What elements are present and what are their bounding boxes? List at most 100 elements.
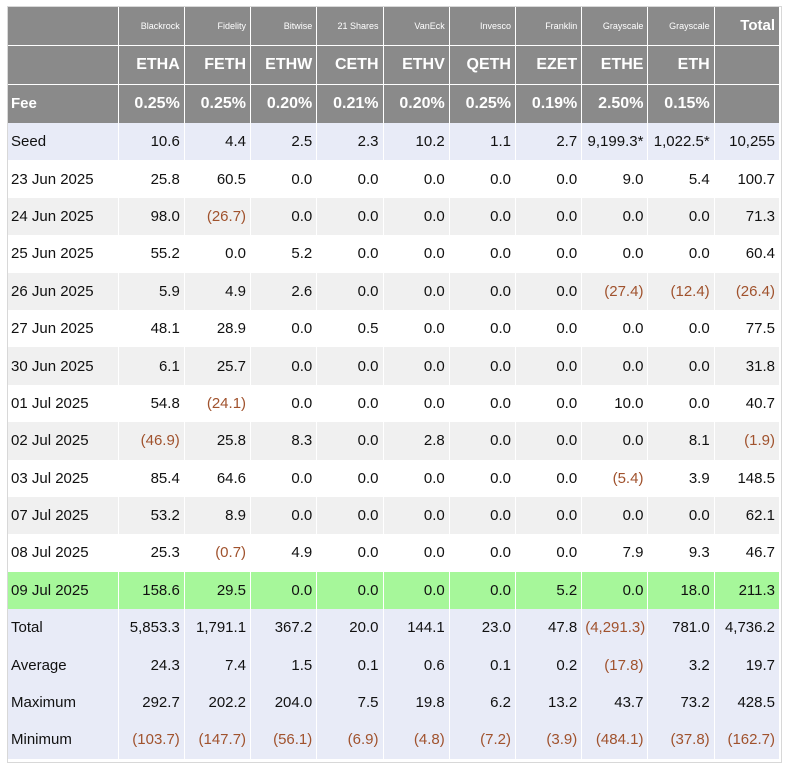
ticker-cell-ethe: ETHE	[581, 44, 649, 84]
summary-cell-ethv: (4.8)	[383, 721, 450, 759]
issuer-cell-ezet: Franklin	[515, 7, 583, 45]
flow-cell-qeth: 0.0	[449, 347, 516, 385]
ticker-cell-total	[714, 44, 781, 84]
summary-cell-total: (162.7)	[714, 721, 781, 759]
summary-cell-total: 4,736.2	[714, 609, 781, 647]
flow-cell-ceth: 0.0	[316, 459, 384, 497]
summary-cell-ethw: 204.0	[250, 683, 318, 722]
summary-cell-eth: 73.2	[647, 683, 715, 722]
flow-cell-eth: 3.9	[647, 459, 715, 497]
flow-cell-qeth: 0.0	[449, 496, 516, 535]
flow-cell-eth: 9.3	[647, 534, 715, 572]
flow-cell-ezet: 0.0	[515, 384, 583, 423]
flow-cell-total: 31.8	[714, 347, 781, 385]
issuer-cell-ethv: VanEck	[383, 7, 450, 45]
summary-cell-ethv: 144.1	[383, 609, 450, 647]
summary-cell-feth: 1,791.1	[184, 609, 252, 647]
fee-cell-eth: 0.15%	[647, 83, 715, 123]
ticker-cell-ezet: EZET	[515, 44, 583, 84]
daily-flow-rows: Seed 10.6 4.4 2.5 2.3 10.2 1.1 2.7 9,199.3* 1,022…	[8, 123, 781, 610]
flow-cell-ezet: 0.0	[515, 160, 583, 198]
table-row: 24 Jun 2025 98.0 (26.7) 0.0 0.0 0.0 0.0 0.0 0.0 0…	[8, 197, 781, 236]
eth-etf-flows-table-container: Blackrock Fidelity Bitwise 21 Shares VanEck I…	[8, 7, 781, 759]
flow-cell-eth: 8.1	[647, 422, 715, 460]
flow-cell-ezet: 5.2	[515, 571, 583, 610]
fee-cell-ezet: 0.19%	[515, 83, 583, 123]
flow-cell-total: 46.7	[714, 534, 781, 572]
fee-cell-qeth: 0.25%	[449, 83, 516, 123]
issuer-cell-ethw: Bitwise	[250, 7, 318, 45]
row-label: 26 Jun 2025	[8, 272, 119, 310]
flow-cell-eth: 1,022.5*	[647, 123, 715, 161]
flow-cell-ethv: 2.8	[383, 422, 450, 460]
flow-cell-ethv: 0.0	[383, 235, 450, 273]
flow-cell-ethw: 0.0	[250, 160, 318, 198]
ticker-cell-ethv: ETHV	[383, 44, 450, 84]
flow-cell-etha: 25.8	[118, 160, 185, 198]
flow-cell-ezet: 0.0	[515, 347, 583, 385]
summary-label: Average	[8, 646, 119, 684]
flow-cell-ceth: 0.0	[316, 571, 384, 610]
flow-cell-eth: 0.0	[647, 197, 715, 236]
flow-cell-eth: 0.0	[647, 384, 715, 423]
summary-cell-eth: (37.8)	[647, 721, 715, 759]
flow-cell-feth: (24.1)	[184, 384, 252, 423]
flow-cell-ceth: 0.0	[316, 347, 384, 385]
flow-cell-ceth: 0.0	[316, 496, 384, 535]
summary-cell-qeth: 23.0	[449, 609, 516, 647]
flow-cell-ethv: 0.0	[383, 384, 450, 423]
flow-cell-ezet: 0.0	[515, 534, 583, 572]
flow-cell-ethw: 0.0	[250, 197, 318, 236]
row-label: 07 Jul 2025	[8, 496, 119, 535]
summary-cell-etha: 292.7	[118, 683, 185, 722]
issuer-cell-ceth: 21 Shares	[316, 7, 384, 45]
header-fee-row: Fee 0.25% 0.25% 0.20% 0.21% 0.20% 0.25% 0.19% 2.…	[8, 83, 781, 123]
flow-cell-feth: 4.4	[184, 123, 252, 161]
summary-label: Maximum	[8, 683, 119, 722]
summary-cell-ethv: 19.8	[383, 683, 450, 722]
flow-cell-ceth: 0.0	[316, 534, 384, 572]
flow-cell-qeth: 0.0	[449, 534, 516, 572]
flow-cell-qeth: 0.0	[449, 160, 516, 198]
flow-cell-ceth: 0.0	[316, 384, 384, 423]
flow-cell-ethe: (5.4)	[581, 459, 649, 497]
flow-cell-total: (1.9)	[714, 422, 781, 460]
summary-cell-ethw: (56.1)	[250, 721, 318, 759]
summary-cell-etha: 5,853.3	[118, 609, 185, 647]
fee-cell-ethw: 0.20%	[250, 83, 318, 123]
flow-cell-ethe: 0.0	[581, 571, 649, 610]
flow-cell-etha: 54.8	[118, 384, 185, 423]
issuer-cell-qeth: Invesco	[449, 7, 516, 45]
summary-cell-ezet: (3.9)	[515, 721, 583, 759]
summary-cell-eth: 3.2	[647, 646, 715, 684]
row-label: 27 Jun 2025	[8, 309, 119, 348]
table-row: 02 Jul 2025 (46.9) 25.8 8.3 0.0 2.8 0.0 0.0 0.0 8…	[8, 422, 781, 460]
ticker-cell-label	[8, 44, 119, 84]
flow-cell-ethw: 0.0	[250, 459, 318, 497]
flow-cell-etha: (46.9)	[118, 422, 185, 460]
flow-cell-ethe: (27.4)	[581, 272, 649, 310]
flow-cell-ezet: 0.0	[515, 459, 583, 497]
flow-cell-total: 62.1	[714, 496, 781, 535]
flow-cell-ceth: 0.5	[316, 309, 384, 348]
fee-cell-ethv: 0.20%	[383, 83, 450, 123]
flow-cell-eth: (12.4)	[647, 272, 715, 310]
summary-cell-total: 428.5	[714, 683, 781, 722]
flow-cell-feth: (0.7)	[184, 534, 252, 572]
flow-cell-etha: 48.1	[118, 309, 185, 348]
flow-cell-qeth: 0.0	[449, 422, 516, 460]
flow-cell-ezet: 0.0	[515, 197, 583, 236]
table-row: 03 Jul 2025 85.4 64.6 0.0 0.0 0.0 0.0 0.0 (5.4) 3…	[8, 459, 781, 497]
flow-cell-ethw: 5.2	[250, 235, 318, 273]
table-row: 26 Jun 2025 5.9 4.9 2.6 0.0 0.0 0.0 0.0 (27.4) (1…	[8, 272, 781, 310]
flow-cell-qeth: 0.0	[449, 272, 516, 310]
summary-cell-ezet: 13.2	[515, 683, 583, 722]
summary-cell-ceth: 20.0	[316, 609, 384, 647]
flow-cell-ethw: 0.0	[250, 496, 318, 535]
ticker-cell-qeth: QETH	[449, 44, 516, 84]
table-row: 23 Jun 2025 25.8 60.5 0.0 0.0 0.0 0.0 0.0 9.0 5.4…	[8, 160, 781, 198]
flow-cell-ethe: 0.0	[581, 496, 649, 535]
flow-cell-feth: 60.5	[184, 160, 252, 198]
flow-cell-eth: 0.0	[647, 235, 715, 273]
summary-cell-qeth: (7.2)	[449, 721, 516, 759]
